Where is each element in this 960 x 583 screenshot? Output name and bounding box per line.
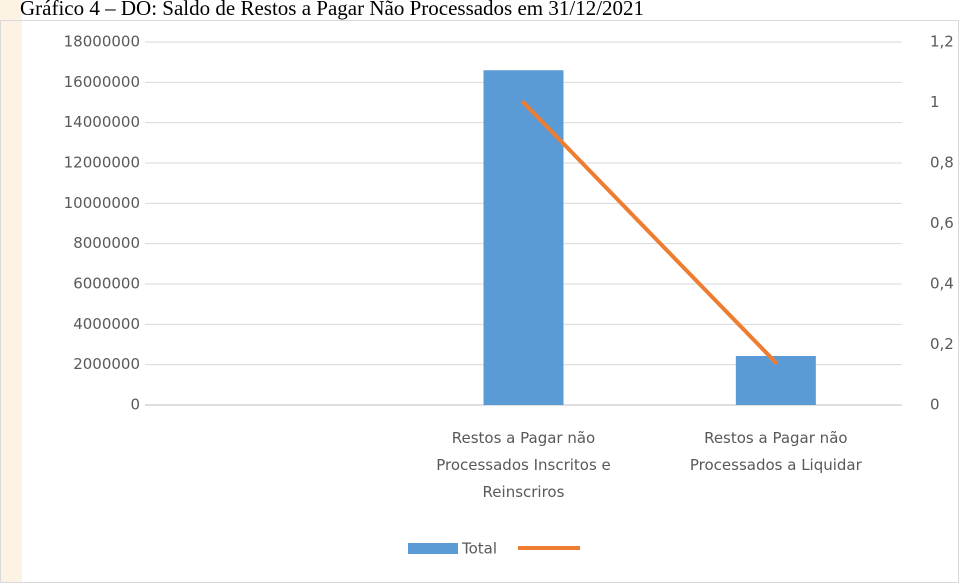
line-series <box>521 100 778 365</box>
x-tick-label: Restos a Pagar não Processados Inscritos… <box>436 429 611 501</box>
chart-title: Gráfico 4 – DO: Saldo de Restos a Pagar … <box>20 0 644 20</box>
side-strip <box>0 0 22 583</box>
y-tick-label: 16000000 <box>64 73 140 91</box>
y2-tick-label: 1 <box>930 93 940 111</box>
x-tick-label: Restos a Pagar não Processados a Liquida… <box>689 429 862 474</box>
y-tick-label: 2000000 <box>73 355 140 373</box>
y2-tick-label: 0,6 <box>930 214 954 232</box>
y-tick-label: 8000000 <box>73 234 140 252</box>
y-tick-label: 6000000 <box>73 275 140 293</box>
y2-tick-label: 1,2 <box>930 33 954 51</box>
legend-label: Total <box>461 540 497 558</box>
y2-tick-label: 0,4 <box>930 275 954 293</box>
y2-tick-label: 0,2 <box>930 335 954 353</box>
y-tick-label: 10000000 <box>64 194 140 212</box>
y2-tick-label: 0,8 <box>930 154 954 172</box>
y2-tick-label: 0 <box>930 396 940 414</box>
legend-swatch <box>408 543 458 554</box>
y-tick-label: 0 <box>130 396 140 414</box>
y-tick-label: 12000000 <box>64 154 140 172</box>
y-tick-label: 18000000 <box>64 33 140 51</box>
bar <box>483 70 564 405</box>
y-tick-label: 4000000 <box>73 315 140 333</box>
y-tick-label: 14000000 <box>64 113 140 131</box>
